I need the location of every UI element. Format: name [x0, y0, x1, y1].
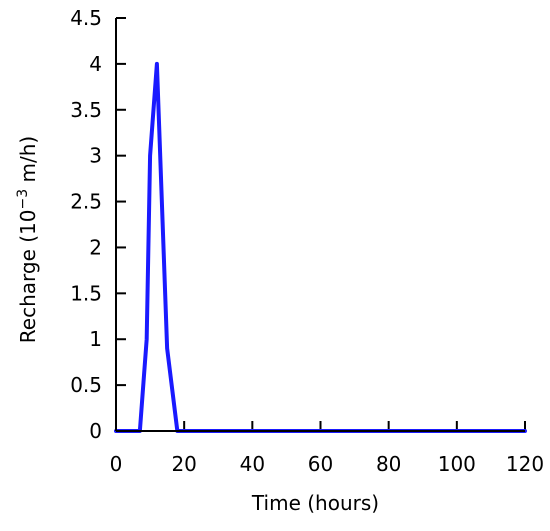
y-axis-title-suffix: m/h)	[16, 136, 40, 189]
x-axis-title: Time (hours)	[251, 491, 379, 515]
y-tick-label: 4	[89, 52, 102, 76]
series-layer	[114, 61, 527, 433]
y-tick-label: 4.5	[70, 6, 102, 30]
y-tick-label: 0	[89, 419, 102, 443]
y-tick-label: 1.5	[70, 281, 102, 305]
x-tick-label: 60	[308, 452, 333, 476]
y-tick-label: 0.5	[70, 373, 102, 397]
x-tick-label: 120	[506, 452, 544, 476]
x-tick-label: 20	[171, 452, 196, 476]
x-tick-label: 80	[376, 452, 401, 476]
y-axis-ticks: 0 0.5 1 1.5 2 2.5 3 3.5 4 4.5	[70, 6, 126, 443]
y-axis-title-prefix: Recharge (10	[16, 209, 40, 343]
x-axis-ticks: 0 20 40 60 80 100 120	[110, 421, 544, 476]
x-tick-label: 40	[240, 452, 265, 476]
series-line-0	[114, 61, 527, 433]
y-tick-label: 1	[89, 327, 102, 351]
y-axis-title: Recharge (10−3 m/h)	[15, 136, 40, 343]
y-tick-label: 3.5	[70, 98, 102, 122]
x-tick-label: 0	[110, 452, 123, 476]
y-tick-label: 2.5	[70, 190, 102, 214]
y-tick-label: 2	[89, 235, 102, 259]
x-tick-label: 100	[438, 452, 476, 476]
y-tick-label: 3	[89, 144, 102, 168]
y-axis-title-exponent: −3	[15, 189, 31, 210]
